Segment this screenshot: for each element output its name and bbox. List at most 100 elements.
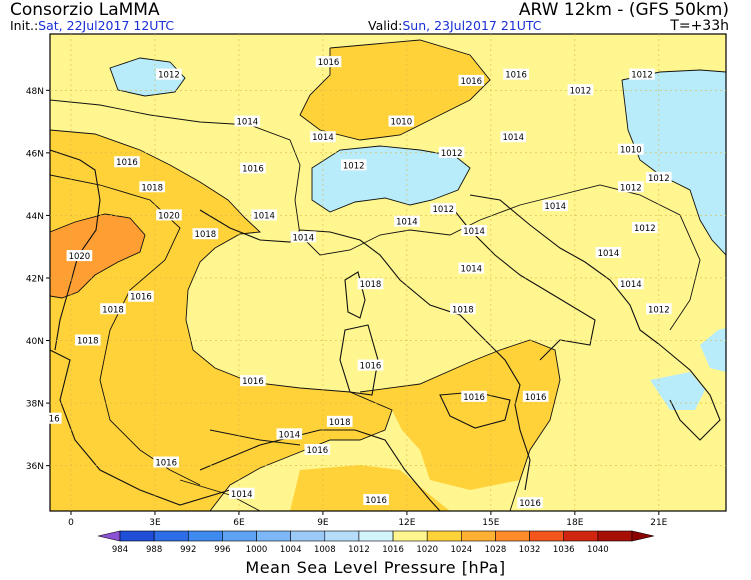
isobar-label-bg xyxy=(340,159,367,171)
isobar-label: 1014 xyxy=(544,202,566,212)
isobar-label-bg xyxy=(192,228,219,240)
isobar-label: 1018 xyxy=(102,305,124,315)
isobar-label: 1014 xyxy=(396,218,418,228)
isobar-1020 xyxy=(50,213,146,299)
pressure-zone-1016-1020-south xyxy=(290,465,450,511)
colorbar-level-label: 1032 xyxy=(519,545,541,555)
isobar-1016-west xyxy=(50,129,393,511)
isobar-label: 1016 xyxy=(155,459,177,469)
isobar-label-bg xyxy=(304,444,331,456)
colorbar-segment xyxy=(529,530,565,542)
isobar-label: 1014 xyxy=(502,133,524,143)
pressure-zone-below-1012-greece xyxy=(650,372,705,410)
isobar-1014 xyxy=(50,99,701,331)
coast-corsica xyxy=(344,271,366,319)
isobar-label: 1016 xyxy=(505,71,527,81)
init-value: Sat, 22Jul2017 12UTC xyxy=(38,18,175,33)
isobar-label-bg xyxy=(503,68,529,80)
colorbar-under-arrow xyxy=(97,530,121,542)
isobar-label-bg xyxy=(461,225,487,237)
isobar-label: 1014 xyxy=(293,233,315,243)
isobar-label-bg xyxy=(632,221,658,233)
valid-label: Valid: xyxy=(368,18,403,33)
isobar-label-bg xyxy=(618,143,644,155)
colorbar-segment xyxy=(290,530,326,542)
isobar-label: 1012 xyxy=(634,224,656,234)
colorbar-segment xyxy=(461,530,496,542)
isobar-label: 1014 xyxy=(463,227,485,237)
colorbar-level-label: 1028 xyxy=(485,545,507,555)
isobar-label: 1016 xyxy=(242,377,264,387)
colorbar-segment xyxy=(392,530,428,542)
isobar-label-bg xyxy=(66,250,93,262)
colorbar-segment xyxy=(256,530,291,542)
isobar-label: 1012 xyxy=(620,183,642,193)
colorbar-over-arrow xyxy=(631,530,655,542)
map-fill-layer xyxy=(50,34,726,511)
lon-tick-label: 0 xyxy=(68,518,74,528)
colorbar-level-label: 1020 xyxy=(416,545,438,555)
isobar-label-bg xyxy=(646,171,672,183)
isobar-label-bg xyxy=(567,84,594,96)
lat-tick-label: 40N xyxy=(26,337,44,347)
colorbar-level-label: 1016 xyxy=(382,545,404,555)
isobar-label-bg xyxy=(618,278,644,290)
lat-tick-label: 42N xyxy=(26,274,44,284)
isobar-label: 1016 xyxy=(463,393,485,403)
colorbar-level-label: 1024 xyxy=(451,545,473,555)
lat-tick-label: 48N xyxy=(26,87,44,97)
isobar-label-bg xyxy=(315,56,342,68)
isobar-label: 1016 xyxy=(307,446,329,456)
colorbar: 984 988 992 996 1000 1004 1008 1012 1016 1020 1024… xyxy=(97,530,655,555)
coast-north-africa xyxy=(199,429,441,511)
isobar-label: 1012 xyxy=(648,305,670,315)
colorbar-segment xyxy=(563,530,599,542)
lon-tick-label: 21E xyxy=(650,518,667,528)
isobar-label-bg xyxy=(153,456,179,468)
isobar-label: 1016 xyxy=(360,362,382,372)
isobar-label-bg xyxy=(517,497,543,509)
isobar-label: 1020 xyxy=(69,252,91,262)
isobar-label: 1014 xyxy=(620,280,642,290)
lat-tick-label: 38N xyxy=(26,400,44,410)
isobar-label-bg xyxy=(522,390,549,402)
isobar-label: 1016 xyxy=(365,496,387,506)
pressure-zone-below-1012-southeast xyxy=(700,328,726,372)
isobar-label-bg xyxy=(646,303,672,315)
pressure-zone-below-1012-northwest xyxy=(110,58,185,96)
init-label: Init.: xyxy=(10,18,39,33)
isobar-label-bg xyxy=(629,68,655,80)
isobar-label: 1014 xyxy=(312,133,334,143)
isobar-label: 1014 xyxy=(253,211,275,221)
isobar-label-bg xyxy=(74,334,101,346)
isobar-label-bg xyxy=(430,203,457,215)
isobar-label: 1012 xyxy=(570,86,592,96)
isobar-label: 1012 xyxy=(631,71,653,81)
isobar-label-bg xyxy=(618,181,644,193)
isobar-label-bg xyxy=(290,231,317,243)
colorbar-segment xyxy=(358,530,394,542)
isobar-label-bg xyxy=(326,415,353,427)
isobar-label: 1016 xyxy=(130,293,152,303)
coast-greece xyxy=(659,344,721,441)
isobar-label-bg xyxy=(100,303,126,315)
isobar-label: 1018 xyxy=(141,183,163,193)
isobar-label-bg xyxy=(240,375,266,387)
isobar-label-bg xyxy=(388,115,415,127)
lat-tick-label: 36N xyxy=(26,462,44,472)
colorbar-level-label: 1008 xyxy=(314,545,336,555)
colorbar-segment xyxy=(153,530,189,542)
init-time: Init.:Sat, 22Jul2017 12UTC xyxy=(10,18,174,33)
isobar-label-bg xyxy=(114,156,140,168)
colorbar-segment xyxy=(222,530,257,542)
colorbar-level-label: 996 xyxy=(214,545,230,555)
coast-italy xyxy=(299,204,596,491)
lat-tick-label: 46N xyxy=(26,149,44,159)
isobar-label: 1014 xyxy=(460,265,482,275)
isobar-label: 1014 xyxy=(279,430,301,440)
isobar-label: 1014 xyxy=(231,490,253,500)
isobar-1016-central xyxy=(359,339,561,511)
isobar-label: 1016 xyxy=(525,393,547,403)
colorbar-level-label: 1036 xyxy=(553,545,575,555)
pressure-zone-below-1012-east xyxy=(622,70,726,255)
